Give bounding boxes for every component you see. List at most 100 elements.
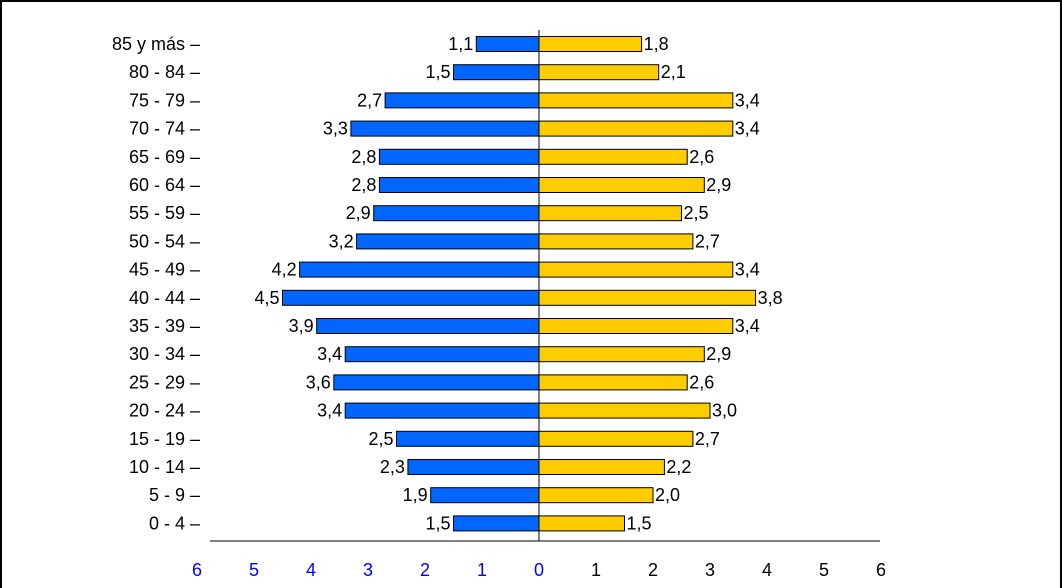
x-tick-label-left: 3 (363, 560, 373, 580)
x-tick-label-right: 3 (705, 560, 715, 580)
bar-right-value-label: 2,9 (706, 344, 731, 364)
bar-left (384, 92, 540, 109)
bar-right-value-label: 3,4 (735, 119, 760, 139)
x-tick-label-left: 5 (249, 560, 259, 580)
bar-right-value-label: 2,1 (661, 62, 686, 82)
x-tick-label-left: 4 (306, 560, 316, 580)
bar-left (407, 459, 540, 475)
age-group-label: 75 - 79 – (129, 90, 200, 110)
bar-left (350, 120, 540, 137)
bar-left-value-label: 3,4 (317, 401, 342, 421)
age-group-label: 50 - 54 – (129, 231, 200, 251)
bar-left-value-label: 4,2 (272, 260, 297, 280)
bar-right (538, 402, 711, 419)
age-group-label: 35 - 39 – (129, 316, 200, 336)
age-group-label: 65 - 69 – (129, 147, 200, 167)
age-group-label: 25 - 29 – (129, 372, 200, 392)
bar-right (538, 515, 625, 532)
bar-left-value-label: 1,5 (425, 62, 450, 82)
age-group-label: 20 - 24 – (129, 401, 200, 421)
bar-left (316, 318, 540, 334)
age-group-label: 5 - 9 – (149, 485, 200, 505)
bar-right (538, 120, 734, 137)
bar-left (378, 148, 540, 165)
bar-left (453, 64, 540, 81)
bar-right (538, 233, 694, 250)
bar-right-value-label: 3,0 (712, 401, 737, 421)
bar-right (538, 430, 694, 447)
bar-left-value-label: 2,5 (368, 429, 393, 449)
age-group-label: 45 - 49 – (129, 260, 200, 280)
x-tick-label-left: 1 (477, 560, 487, 580)
bar-left (333, 374, 540, 391)
bar-left-value-label: 1,9 (403, 485, 428, 505)
bar-left (373, 205, 540, 222)
age-group-label: 80 - 84 – (129, 62, 200, 82)
bar-left-value-label: 3,3 (323, 119, 348, 139)
bar-right-value-label: 2,7 (695, 429, 720, 449)
bar-right-value-label: 2,5 (684, 203, 709, 223)
bar-right (538, 346, 705, 363)
age-group-label: 30 - 34 – (129, 344, 200, 364)
bar-left-value-label: 2,8 (351, 175, 376, 195)
bar-right-value-label: 2,6 (689, 372, 714, 392)
bar-right (538, 487, 654, 504)
bar-right (538, 459, 665, 475)
bar-left (378, 177, 540, 193)
bar-right (538, 36, 643, 52)
age-group-label: 0 - 4 – (149, 513, 200, 533)
bar-left (344, 346, 540, 363)
bar-left-value-label: 2,8 (351, 147, 376, 167)
bar-right-value-label: 2,6 (689, 147, 714, 167)
bar-left (475, 36, 540, 52)
bar-left-value-label: 3,2 (329, 231, 354, 251)
bar-left (344, 402, 540, 419)
bar-right (538, 318, 734, 334)
bar-right (538, 148, 688, 165)
x-tick-label-left: 6 (192, 560, 202, 580)
bar-right-value-label: 3,4 (735, 90, 760, 110)
bar-right (538, 92, 734, 109)
bar-right-value-label: 2,0 (655, 485, 680, 505)
age-group-label: 70 - 74 – (129, 119, 200, 139)
bar-left-value-label: 2,3 (380, 457, 405, 477)
bar-right (538, 289, 757, 306)
age-group-label: 40 - 44 – (129, 288, 200, 308)
bar-left-value-label: 3,6 (306, 372, 331, 392)
age-group-label: 85 y más – (112, 34, 200, 54)
bar-left (356, 233, 540, 250)
bar-left-value-label: 4,5 (254, 288, 279, 308)
bar-left (453, 515, 540, 532)
bar-right-value-label: 1,8 (644, 34, 669, 54)
bar-left-value-label: 3,4 (317, 344, 342, 364)
bar-right (538, 177, 705, 193)
bar-left (299, 261, 540, 278)
x-tick-label-right: 0 (534, 560, 544, 580)
bar-right-value-label: 3,8 (758, 288, 783, 308)
bar-left (282, 289, 540, 306)
bar-right (538, 205, 682, 222)
age-group-label: 15 - 19 – (129, 429, 200, 449)
bar-right (538, 374, 688, 391)
x-tick-label-right: 5 (819, 560, 829, 580)
bar-right-value-label: 1,5 (627, 513, 652, 533)
x-tick-label-right: 1 (591, 560, 601, 580)
bar-left (396, 430, 540, 447)
bar-left (430, 487, 540, 504)
age-group-label: 60 - 64 – (129, 175, 200, 195)
x-tick-label-right: 2 (648, 560, 658, 580)
bar-right-value-label: 3,4 (735, 316, 760, 336)
bar-right-value-label: 2,9 (706, 175, 731, 195)
bar-left-value-label: 2,9 (346, 203, 371, 223)
bar-right (538, 261, 734, 278)
bar-right-value-label: 3,4 (735, 260, 760, 280)
bar-right (538, 64, 660, 81)
bar-right-value-label: 2,7 (695, 231, 720, 251)
x-tick-label-left: 2 (420, 560, 430, 580)
bar-left-value-label: 2,7 (357, 90, 382, 110)
bar-right-value-label: 2,2 (666, 457, 691, 477)
age-group-label: 55 - 59 – (129, 203, 200, 223)
bar-left-value-label: 1,1 (448, 34, 473, 54)
